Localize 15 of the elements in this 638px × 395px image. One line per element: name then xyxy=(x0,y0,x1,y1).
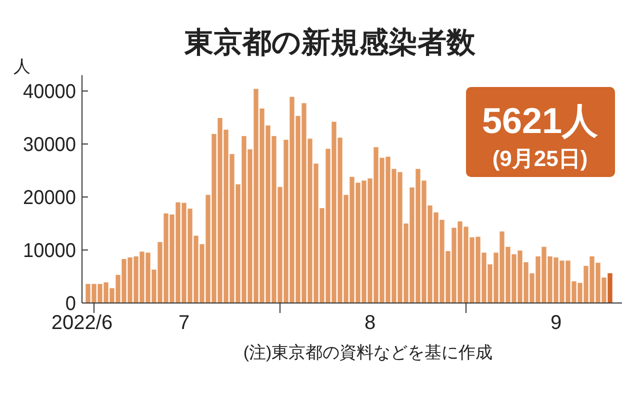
y-tick-label: 10000 xyxy=(23,240,79,262)
y-tick-label: 30000 xyxy=(23,134,79,156)
y-axis-title: 人 xyxy=(14,57,30,76)
chart-title: 東京都の新規感染者数 xyxy=(184,26,476,59)
y-tick-label: 20000 xyxy=(23,187,79,209)
bar xyxy=(608,273,612,303)
annotation: (9月25日) xyxy=(492,146,588,171)
y-tick-label: 40000 xyxy=(23,81,79,103)
y-tick-label: 0 xyxy=(65,293,77,315)
text: (注)東京都の資料などを基に作成 xyxy=(243,343,493,362)
x-tick-label: 9 xyxy=(550,312,562,334)
x-tick-label: 2022/6 xyxy=(51,312,113,334)
x-tick-label: 8 xyxy=(364,312,376,334)
annotation: 5621人 xyxy=(482,100,598,141)
x-tick-label: 7 xyxy=(178,312,190,334)
